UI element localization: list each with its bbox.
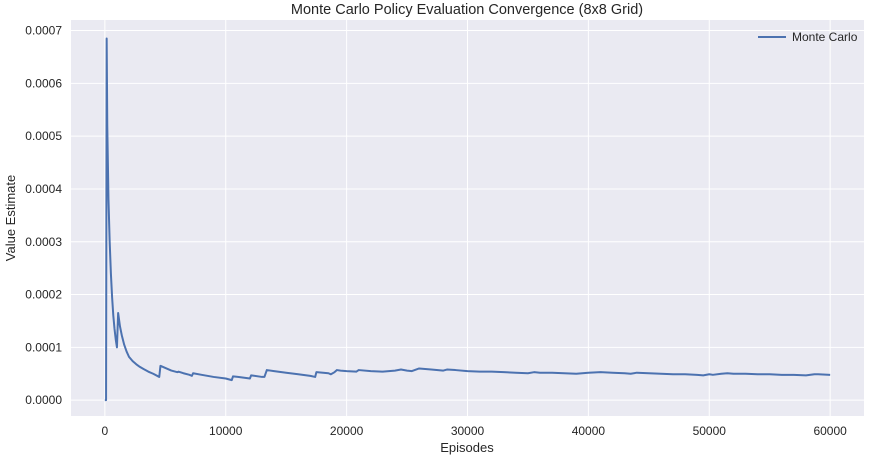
- chart-title: Monte Carlo Policy Evaluation Convergenc…: [291, 2, 643, 18]
- y-tick-label: 0.0002: [25, 288, 62, 302]
- series-line-monte-carlo: [104, 37, 831, 402]
- x-tick-label: 0: [102, 424, 109, 438]
- y-tick-label: 0.0005: [25, 129, 62, 143]
- legend: Monte Carlo: [758, 30, 858, 44]
- y-axis-ticks: 0.0000 0.0001 0.0002 0.0003 0.0004 0.0005 0.00…: [25, 24, 62, 408]
- y-tick-label: 0.0004: [25, 182, 62, 196]
- y-tick-label: 0.0007: [25, 24, 62, 38]
- grid: [71, 20, 864, 416]
- x-axis-label: Episodes: [440, 440, 494, 455]
- y-tick-label: 0.0006: [25, 76, 62, 90]
- y-tick-label: 0.0003: [25, 235, 62, 249]
- x-tick-label: 10000: [209, 424, 243, 438]
- x-tick-label: 50000: [693, 424, 727, 438]
- x-tick-label: 40000: [572, 424, 606, 438]
- x-axis-ticks: 0 10000 20000 30000 40000 50000 60000: [102, 424, 848, 438]
- y-tick-label: 0.0001: [25, 340, 62, 354]
- legend-label-monte-carlo: Monte Carlo: [792, 30, 858, 44]
- y-tick-label: 0.0000: [25, 393, 62, 407]
- x-tick-label: 60000: [813, 424, 847, 438]
- x-tick-label: 30000: [451, 424, 485, 438]
- x-tick-label: 20000: [330, 424, 364, 438]
- y-axis-label: Value Estimate: [3, 175, 18, 261]
